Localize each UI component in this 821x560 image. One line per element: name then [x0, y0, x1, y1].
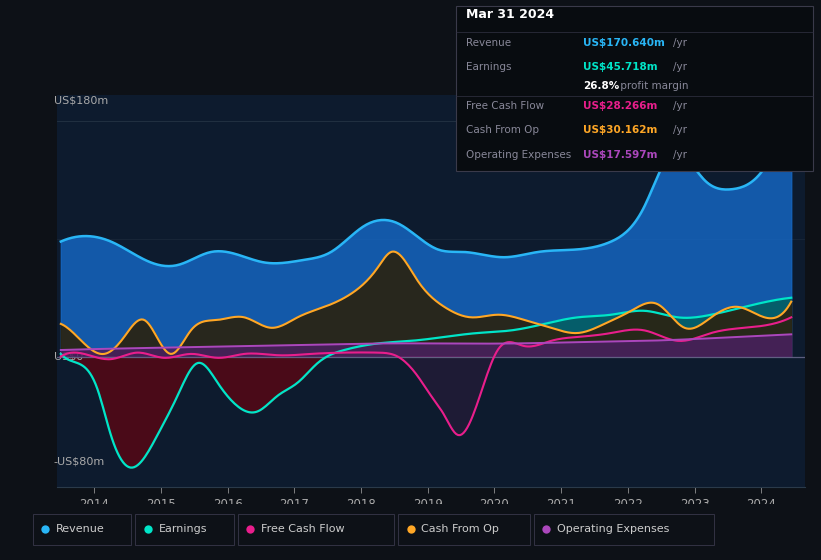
Text: /yr: /yr	[673, 150, 687, 160]
Text: -US$80m: -US$80m	[53, 456, 105, 466]
Text: /yr: /yr	[673, 38, 687, 48]
Text: Free Cash Flow: Free Cash Flow	[466, 101, 544, 111]
Text: profit margin: profit margin	[617, 81, 689, 91]
Text: US$170.640m: US$170.640m	[583, 38, 665, 48]
Text: Earnings: Earnings	[158, 524, 207, 534]
Text: US$28.266m: US$28.266m	[583, 101, 658, 111]
Text: US$17.597m: US$17.597m	[583, 150, 658, 160]
Text: Operating Expenses: Operating Expenses	[557, 524, 669, 534]
Text: Revenue: Revenue	[466, 38, 511, 48]
Text: /yr: /yr	[673, 101, 687, 111]
Text: Mar 31 2024: Mar 31 2024	[466, 8, 554, 21]
Text: /yr: /yr	[673, 125, 687, 136]
Text: US$30.162m: US$30.162m	[583, 125, 658, 136]
Text: Free Cash Flow: Free Cash Flow	[261, 524, 345, 534]
Text: US$180m: US$180m	[53, 95, 108, 105]
Text: Operating Expenses: Operating Expenses	[466, 150, 571, 160]
Text: US$45.718m: US$45.718m	[583, 62, 658, 72]
Text: US$0: US$0	[53, 352, 83, 362]
Text: Cash From Op: Cash From Op	[421, 524, 499, 534]
Text: 26.8%: 26.8%	[583, 81, 619, 91]
Text: /yr: /yr	[673, 62, 687, 72]
Text: Cash From Op: Cash From Op	[466, 125, 539, 136]
Text: Revenue: Revenue	[56, 524, 104, 534]
Text: Earnings: Earnings	[466, 62, 511, 72]
